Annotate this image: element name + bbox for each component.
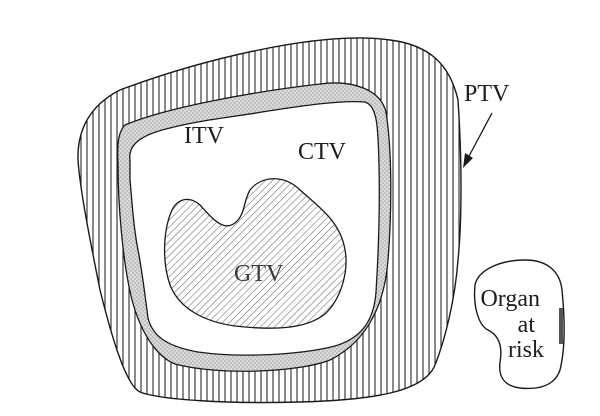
organ-at-risk-edge-mark xyxy=(559,308,563,344)
gtv-label: GTV xyxy=(234,261,284,287)
ptv-label: PTV xyxy=(464,81,510,107)
itv-label: ITV xyxy=(184,123,225,149)
organ-at-risk-line-1: Organ xyxy=(480,286,540,312)
organ-at-risk-label: Organ at risk xyxy=(480,286,546,363)
organ-at-risk-region xyxy=(473,259,565,390)
ctv-label: CTV xyxy=(298,139,347,165)
organ-at-risk-line-3: risk xyxy=(508,337,544,363)
gtv-region xyxy=(163,178,347,329)
ptv-arrow xyxy=(463,112,493,168)
organ-at-risk-line-2: at xyxy=(518,312,536,338)
